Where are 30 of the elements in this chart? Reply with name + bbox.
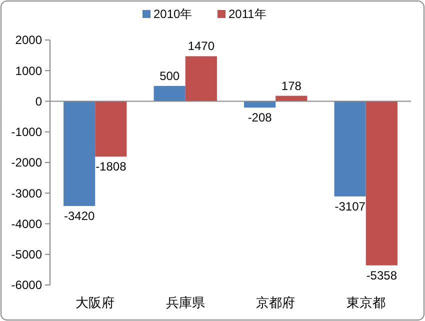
data-label: -208	[248, 110, 272, 125]
bar	[95, 101, 127, 157]
bar	[185, 56, 217, 102]
y-tick-label: -3000	[11, 186, 42, 200]
y-tick-label: 2000	[15, 33, 42, 48]
data-label: 178	[281, 78, 302, 93]
y-tick-label: -1000	[11, 125, 42, 140]
legend-label: 2011年	[228, 7, 266, 21]
y-tick-label: -4000	[11, 216, 42, 231]
data-label: -3107	[334, 199, 366, 214]
x-tick-label: 大阪府	[76, 295, 115, 310]
data-label: 500	[160, 68, 180, 83]
bar	[154, 86, 186, 102]
x-tick-label: 東京都	[346, 295, 386, 310]
y-tick-label: -5000	[11, 248, 42, 262]
y-tick-label: 0	[35, 94, 42, 108]
x-tick-label: 兵庫県	[166, 295, 205, 310]
data-label: -5358	[366, 268, 398, 282]
bar	[334, 101, 366, 196]
y-tick-label: 1000	[15, 64, 42, 78]
data-label: -3420	[64, 208, 95, 223]
bar	[64, 101, 96, 206]
data-label: -1808	[96, 160, 127, 174]
bar	[276, 96, 308, 102]
y-tick-label: -6000	[11, 278, 42, 292]
data-label: 1470	[188, 39, 215, 54]
legend-label: 2010年	[154, 7, 192, 21]
x-tick-label: 京都府	[256, 295, 296, 310]
y-tick-label: -2000	[11, 156, 42, 170]
bar	[366, 101, 398, 266]
